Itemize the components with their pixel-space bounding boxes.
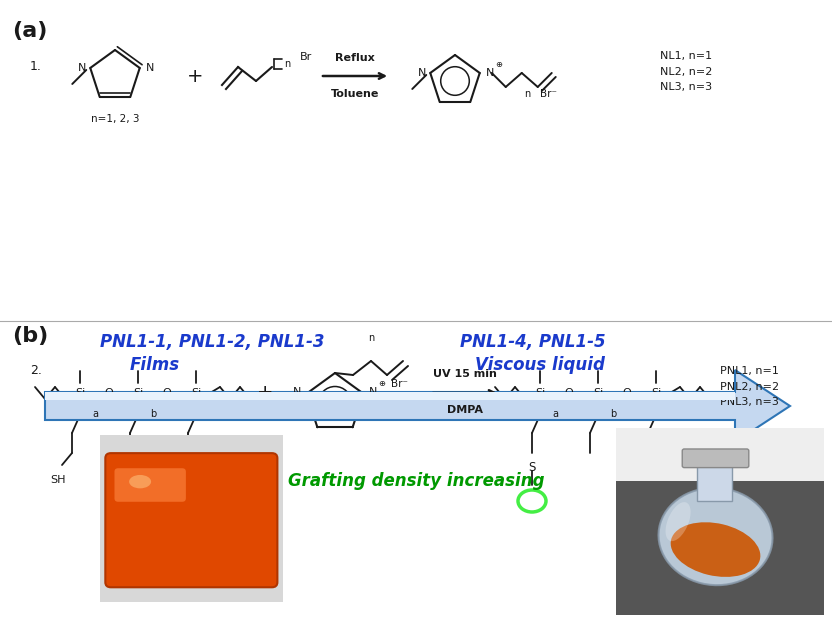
Ellipse shape — [658, 488, 773, 585]
Text: +: + — [257, 384, 273, 402]
Text: ⊕: ⊕ — [379, 379, 385, 388]
Text: Br: Br — [300, 52, 312, 62]
Text: Si: Si — [133, 388, 143, 398]
FancyBboxPatch shape — [100, 435, 283, 602]
Text: (: ( — [176, 379, 187, 407]
Text: N: N — [293, 387, 301, 397]
Text: DMPA: DMPA — [447, 405, 483, 415]
Text: O: O — [162, 388, 171, 398]
FancyBboxPatch shape — [616, 428, 824, 615]
Text: Toluene: Toluene — [331, 89, 379, 99]
Text: SH: SH — [50, 475, 66, 485]
Text: n: n — [368, 333, 374, 343]
Text: a: a — [552, 409, 558, 419]
Text: ⊕: ⊕ — [496, 60, 503, 70]
Text: Viscous liquid: Viscous liquid — [475, 356, 605, 374]
Text: b: b — [150, 409, 156, 419]
Text: O: O — [105, 388, 113, 398]
FancyBboxPatch shape — [115, 468, 186, 502]
Polygon shape — [45, 370, 790, 442]
Ellipse shape — [666, 502, 691, 541]
Text: Si: Si — [651, 388, 661, 398]
FancyBboxPatch shape — [616, 428, 824, 481]
Text: n: n — [284, 59, 290, 69]
Text: S: S — [528, 461, 536, 474]
Text: O: O — [622, 388, 631, 398]
Text: N: N — [78, 63, 87, 73]
Ellipse shape — [129, 475, 151, 488]
Text: NL1, n=1
NL2, n=2
NL3, n=3: NL1, n=1 NL2, n=2 NL3, n=3 — [660, 51, 712, 92]
Text: (b): (b) — [12, 326, 48, 346]
Text: (a): (a) — [12, 21, 47, 41]
Text: 1.: 1. — [30, 60, 42, 73]
Text: Si: Si — [191, 388, 201, 398]
Text: +: + — [186, 66, 203, 86]
FancyBboxPatch shape — [697, 460, 732, 501]
Text: Si: Si — [75, 388, 85, 398]
Text: Si: Si — [593, 388, 603, 398]
Text: (: ( — [119, 379, 129, 407]
Text: Br⁻: Br⁻ — [391, 379, 408, 389]
Polygon shape — [45, 392, 735, 400]
Text: Si: Si — [535, 388, 545, 398]
Text: N: N — [369, 387, 377, 397]
Text: n=1, 2, 3: n=1, 2, 3 — [91, 114, 139, 124]
FancyBboxPatch shape — [106, 453, 277, 587]
Text: b: b — [610, 409, 617, 419]
Text: a: a — [92, 409, 98, 419]
Text: N: N — [146, 63, 154, 73]
Text: Films: Films — [130, 356, 180, 374]
Text: Br⁻: Br⁻ — [540, 89, 557, 99]
Text: PNL1, n=1
PNL2, n=2
PNL3, n=3: PNL1, n=1 PNL2, n=2 PNL3, n=3 — [720, 366, 779, 407]
Text: N: N — [418, 68, 426, 78]
Text: 2.: 2. — [30, 365, 42, 378]
Text: PNL1-4, PNL1-5: PNL1-4, PNL1-5 — [460, 333, 606, 351]
Ellipse shape — [671, 522, 760, 577]
Text: Grafting density increasing: Grafting density increasing — [288, 472, 544, 490]
Text: UV 15 min: UV 15 min — [433, 369, 497, 379]
Text: Reflux: Reflux — [335, 53, 375, 63]
Text: N: N — [486, 68, 494, 78]
Text: PNL1-1, PNL1-2, PNL1-3: PNL1-1, PNL1-2, PNL1-3 — [100, 333, 324, 351]
Ellipse shape — [518, 490, 546, 512]
Text: n: n — [523, 89, 530, 99]
Text: PMMS: PMMS — [101, 493, 139, 503]
Text: (: ( — [61, 379, 72, 407]
Text: O: O — [565, 388, 573, 398]
FancyBboxPatch shape — [682, 449, 749, 468]
